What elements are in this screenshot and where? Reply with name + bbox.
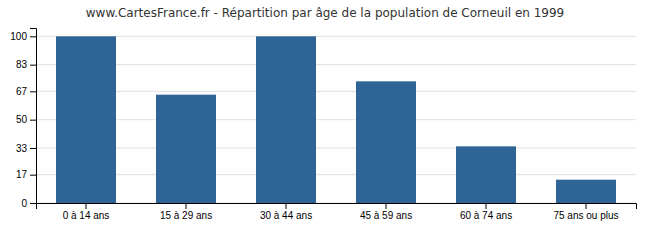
x-tick-label: 60 à 74 ans xyxy=(460,210,512,221)
grid-line xyxy=(36,148,636,149)
bar xyxy=(356,81,416,203)
bar xyxy=(556,180,616,203)
x-tick-mark xyxy=(386,203,387,209)
grid-line xyxy=(36,119,636,120)
bar xyxy=(156,95,216,203)
y-tick: 0 xyxy=(21,198,36,209)
y-tick-mark xyxy=(30,175,36,176)
bar xyxy=(456,146,516,203)
x-axis-line xyxy=(37,204,637,210)
y-tick-mark xyxy=(30,203,36,204)
x-tick-label: 75 ans ou plus xyxy=(553,210,618,221)
y-tick: 33 xyxy=(16,143,36,154)
y-tick-mark xyxy=(30,36,36,37)
y-tick-label: 83 xyxy=(16,59,28,70)
chart-svg: www.CartesFrance.fr - Répartition par âg… xyxy=(0,0,650,229)
y-tick-label: 100 xyxy=(10,31,27,42)
y-tick-label: 33 xyxy=(16,143,28,154)
x-tick-label: 30 à 44 ans xyxy=(260,210,312,221)
y-tick-mark xyxy=(30,148,36,149)
bar xyxy=(56,36,116,203)
y-tick-mark xyxy=(30,65,36,66)
x-tick-mark xyxy=(586,203,587,209)
grid-line xyxy=(36,36,636,37)
x-tick-label: 15 à 29 ans xyxy=(160,210,212,221)
y-tick-mark xyxy=(30,91,36,92)
y-tick-label: 50 xyxy=(16,114,28,125)
plot-area: 0 17 33 50 67 83 100 0 à 14 ans 15 à 29 ans 30 à … xyxy=(10,29,636,222)
x-tick: 15 à 29 ans xyxy=(160,203,212,221)
y-tick: 67 xyxy=(16,86,36,97)
y-tick: 50 xyxy=(16,114,36,125)
x-tick: 45 à 59 ans xyxy=(360,203,412,221)
y-tick-label: 17 xyxy=(16,169,28,180)
x-tick: 30 à 44 ans xyxy=(260,203,312,221)
chart-title: www.CartesFrance.fr - Répartition par âg… xyxy=(86,6,564,20)
grid-line xyxy=(36,91,636,92)
x-tick: 75 ans ou plus xyxy=(553,203,618,221)
x-tick-label: 45 à 59 ans xyxy=(360,210,412,221)
bar xyxy=(256,36,316,203)
chart-container: www.CartesFrance.fr - Répartition par âg… xyxy=(0,0,650,229)
grid-line xyxy=(36,174,636,175)
x-tick: 0 à 14 ans xyxy=(63,203,110,221)
x-tick-mark xyxy=(486,203,487,209)
y-axis: 0 17 33 50 67 83 100 xyxy=(10,29,36,209)
x-tick-mark xyxy=(186,203,187,209)
x-tick-mark xyxy=(86,203,87,209)
grid-line xyxy=(36,64,636,65)
y-tick-mark xyxy=(30,120,36,121)
grid xyxy=(36,36,636,203)
y-tick: 17 xyxy=(16,169,36,180)
y-tick-label: 67 xyxy=(16,86,28,97)
bars xyxy=(56,36,616,203)
x-axis: 0 à 14 ans 15 à 29 ans 30 à 44 ans 45 à 59 … xyxy=(37,203,637,221)
x-tick-label: 0 à 14 ans xyxy=(63,210,110,221)
y-tick: 83 xyxy=(16,59,36,70)
x-tick: 60 à 74 ans xyxy=(460,203,512,221)
y-tick: 100 xyxy=(10,31,36,42)
y-axis-line xyxy=(30,29,37,204)
y-tick-label: 0 xyxy=(21,198,27,209)
x-tick-mark xyxy=(286,203,287,209)
